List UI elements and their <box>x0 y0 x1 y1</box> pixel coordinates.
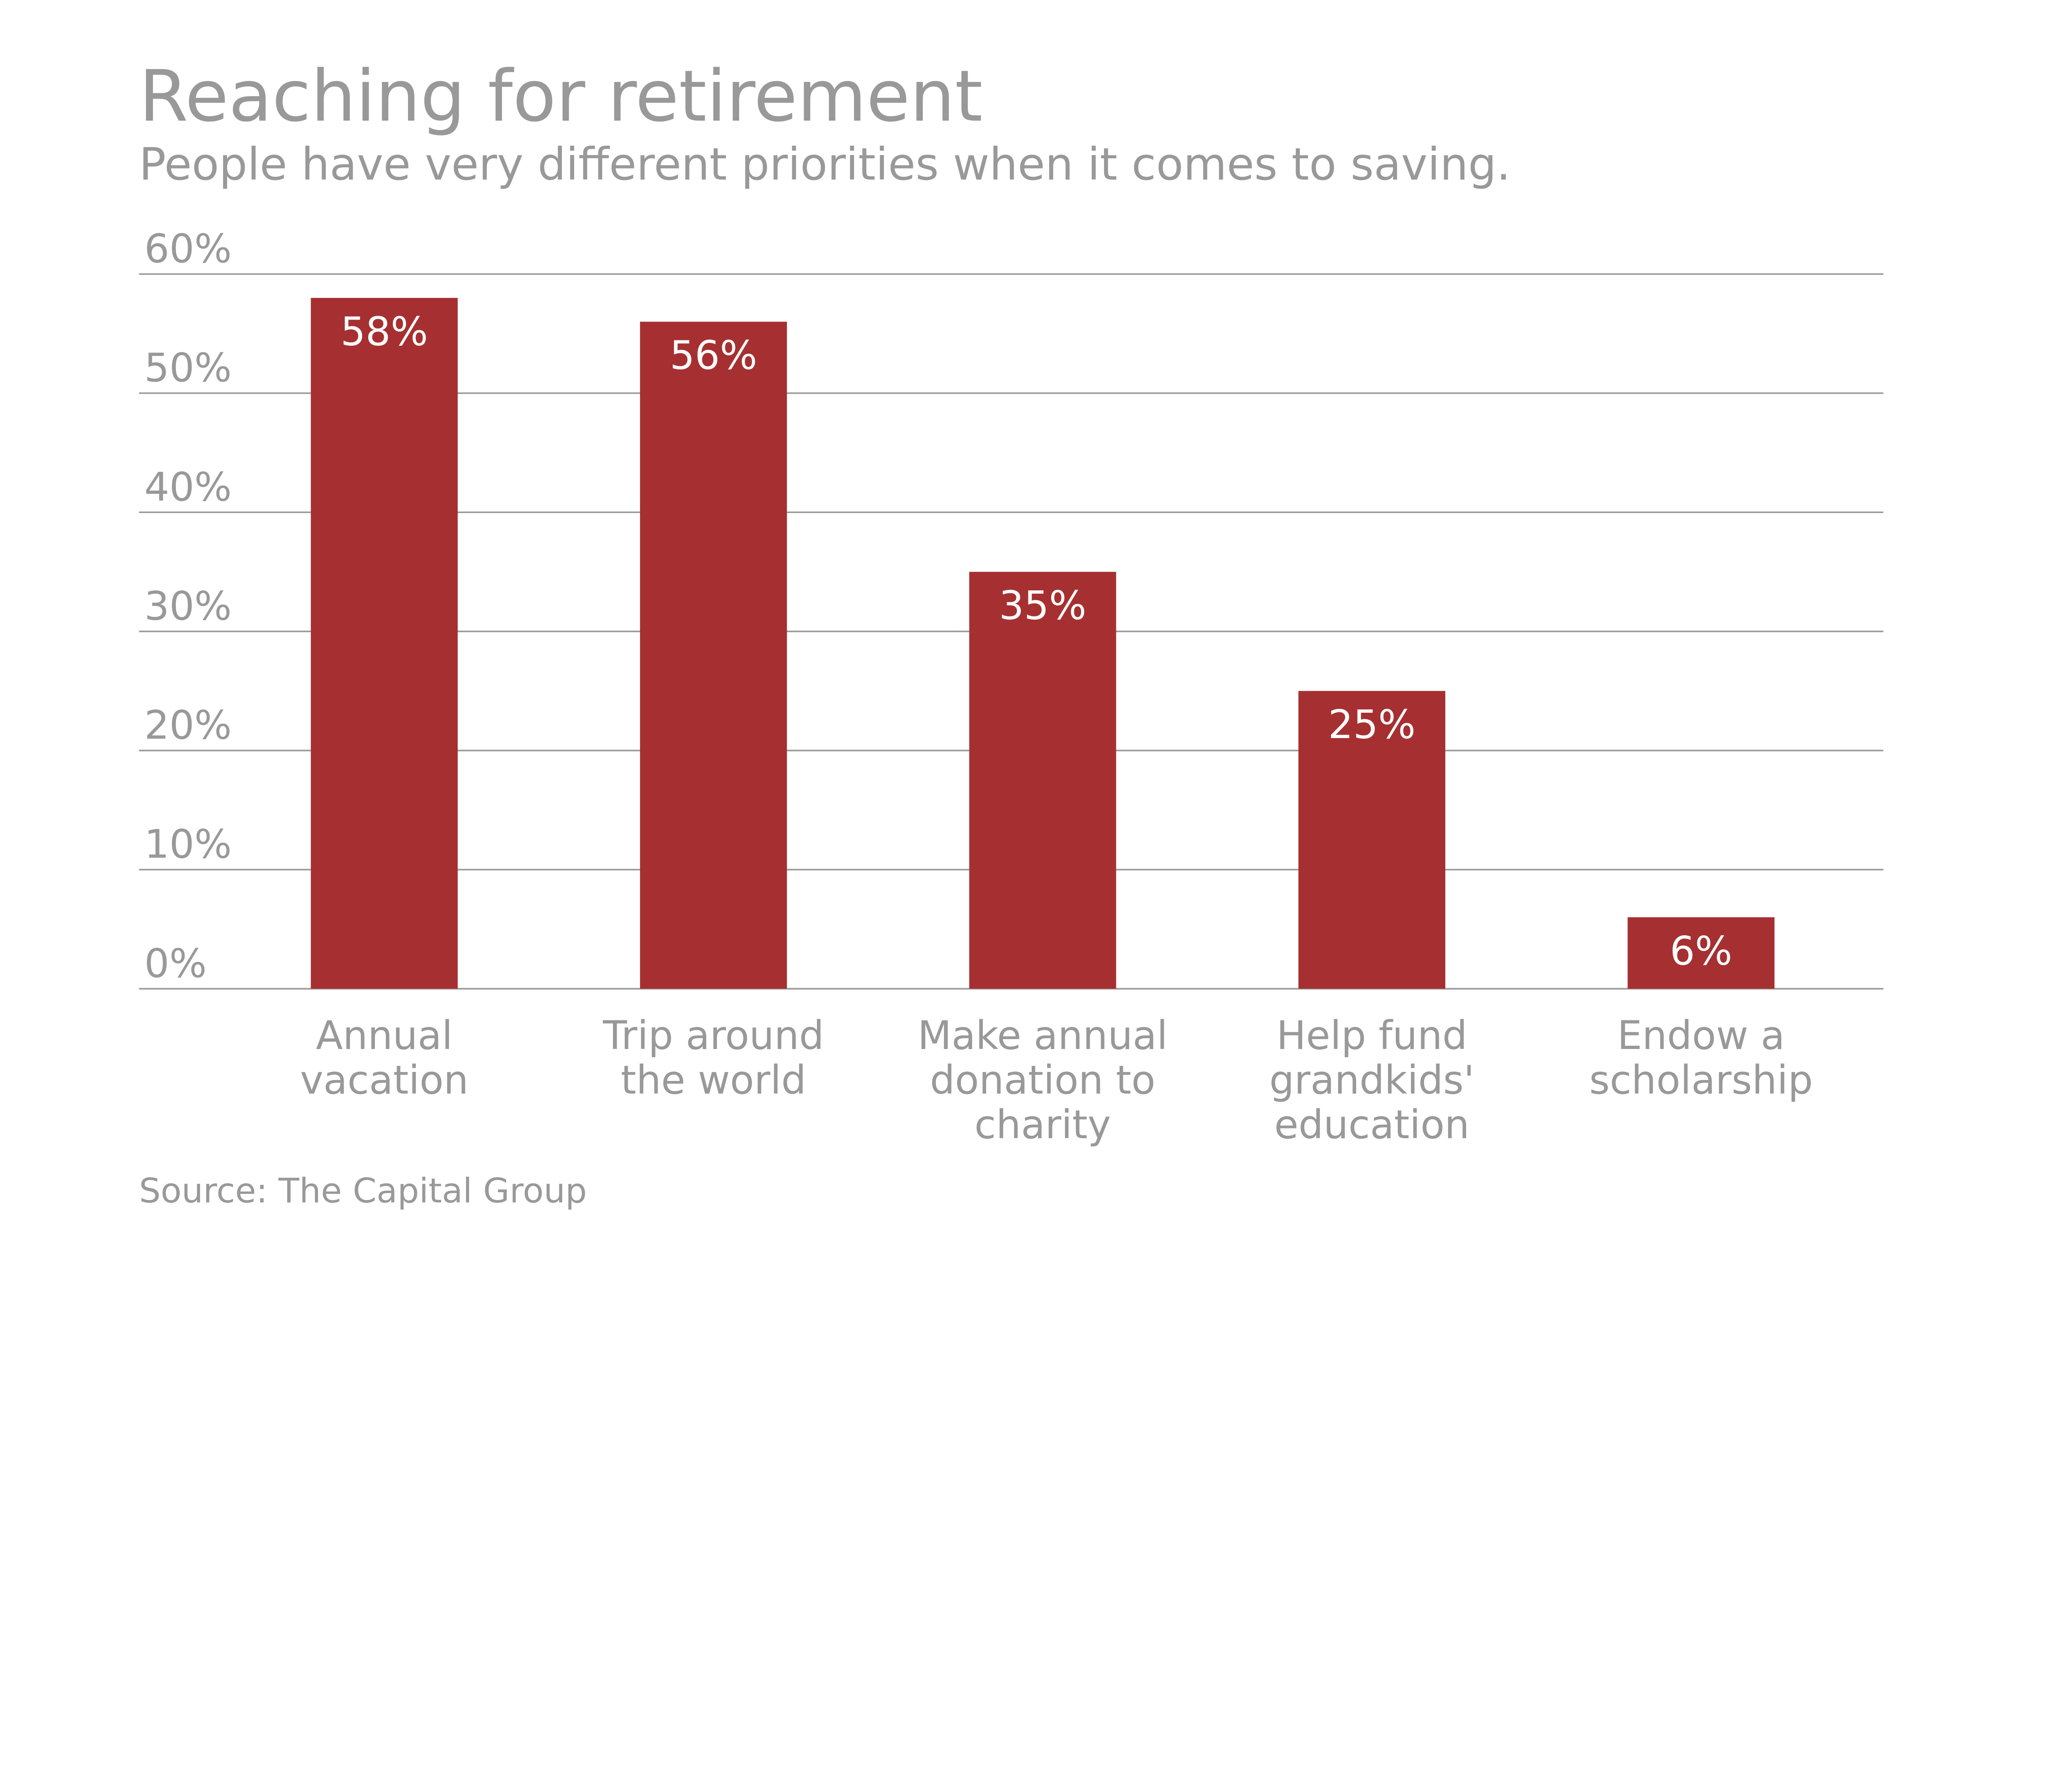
y-tick-label: 40% <box>144 464 232 510</box>
x-tick-label: Annual <box>316 1013 453 1058</box>
x-tick-label: Trip around <box>602 1013 824 1058</box>
y-tick-label: 10% <box>144 822 232 867</box>
x-tick-label: scholarship <box>1589 1057 1813 1103</box>
x-tick-label: donation to <box>930 1057 1156 1103</box>
data-label: 58% <box>340 308 428 354</box>
x-tick-label: the world <box>621 1057 806 1103</box>
bar <box>640 322 787 989</box>
bar <box>1298 691 1446 989</box>
data-label: 25% <box>1328 702 1416 747</box>
y-tick-label: 60% <box>144 226 232 272</box>
chart-subtitle: People have very different priorities wh… <box>139 138 1511 190</box>
data-label: 56% <box>670 333 757 378</box>
x-tick-label: Help fund <box>1276 1013 1467 1058</box>
bars: 58% 56% 35% 25% 6% <box>311 298 1775 989</box>
data-label: 35% <box>999 583 1086 628</box>
bar <box>1627 917 1775 989</box>
x-tick-label: Endow a <box>1617 1013 1785 1058</box>
y-tick-label: 0% <box>144 941 207 986</box>
x-tick-label: charity <box>974 1102 1111 1148</box>
data-label: 6% <box>1670 928 1733 974</box>
chart-title: Reaching for retirement <box>139 55 983 137</box>
bar-chart: Reaching for retirement People have very… <box>139 55 1884 1211</box>
x-tick-label: education <box>1274 1102 1469 1148</box>
x-tick-label: grandkids' <box>1269 1057 1474 1103</box>
source-note: Source: The Capital Group <box>139 1171 587 1211</box>
bar <box>969 572 1116 989</box>
bar <box>311 298 458 989</box>
y-tick-label: 30% <box>144 583 232 629</box>
x-tick-label: vacation <box>300 1057 469 1103</box>
y-tick-label: 20% <box>144 702 232 748</box>
x-tick-label: Make annual <box>917 1013 1167 1058</box>
y-tick-label: 50% <box>144 345 232 391</box>
